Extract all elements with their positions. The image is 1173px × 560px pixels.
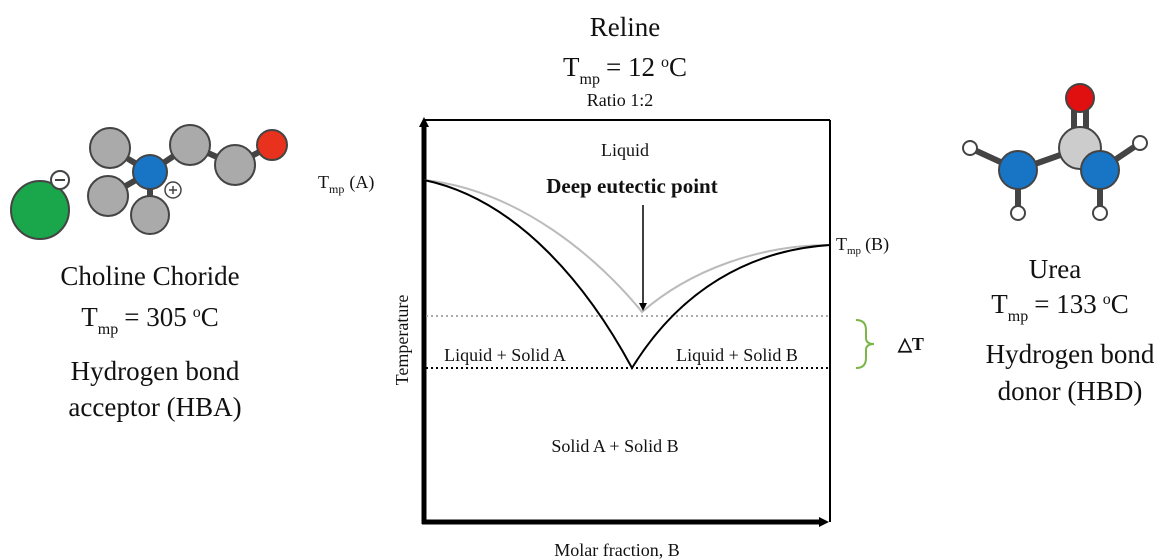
real-curve <box>423 179 831 371</box>
sub: mp <box>847 245 862 257</box>
t: T <box>81 302 98 332</box>
t: T <box>563 52 580 82</box>
choline-molecule <box>10 124 288 240</box>
left-role-1: Hydrogen bond <box>71 356 240 386</box>
right-name: Urea <box>1029 254 1081 284</box>
left-name: Choline Choride <box>60 261 239 291</box>
t: T <box>318 172 329 192</box>
deg: o <box>1103 291 1111 308</box>
deg: o <box>661 54 669 71</box>
urea-molecule <box>962 83 1148 221</box>
sub: mp <box>98 321 118 338</box>
val: = 12 <box>606 52 655 82</box>
t: T <box>836 234 847 254</box>
x-axis-label: Molar fraction, B <box>554 540 679 560</box>
y-axis-label: Temperature <box>392 295 412 386</box>
t: T <box>991 289 1008 319</box>
eutectic-label: Deep eutectic point <box>546 174 717 198</box>
delta-bracket <box>855 319 875 369</box>
right-role-2: donor (HBD) <box>998 376 1143 406</box>
region-a: Liquid + Solid A <box>444 345 566 365</box>
solid-region: Solid A + Solid B <box>551 436 678 456</box>
left-role-2: acceptor (HBA) <box>68 392 241 422</box>
region-b: Liquid + Solid B <box>676 345 798 365</box>
val: = 305 <box>124 302 186 332</box>
val: = 133 <box>1034 289 1096 319</box>
ideal-curve <box>423 179 831 314</box>
sub: mp <box>1008 308 1028 325</box>
label: (A) <box>349 172 374 193</box>
tmp-a: Tmp (A) <box>318 172 374 196</box>
mixture-tmp: Tmp = 12 oC <box>563 52 687 88</box>
unit: C <box>1111 289 1129 319</box>
sub: mp <box>329 182 344 196</box>
frame <box>419 117 831 527</box>
left-tmp: Tmp = 305 oC <box>81 302 218 338</box>
delta-label: △T <box>897 334 924 354</box>
mixture-name: Reline <box>590 12 660 42</box>
tmp-b: Tmp (B) <box>836 234 889 257</box>
deg: o <box>193 304 201 321</box>
label: (B) <box>865 234 889 255</box>
right-role-1: Hydrogen bond <box>986 339 1155 369</box>
ratio: Ratio 1:2 <box>587 90 654 110</box>
unit: C <box>669 52 687 82</box>
right-tmp: Tmp = 133 oC <box>991 289 1128 325</box>
liquid-label: Liquid <box>601 140 649 160</box>
unit: C <box>201 302 219 332</box>
sub: mp <box>580 71 600 88</box>
